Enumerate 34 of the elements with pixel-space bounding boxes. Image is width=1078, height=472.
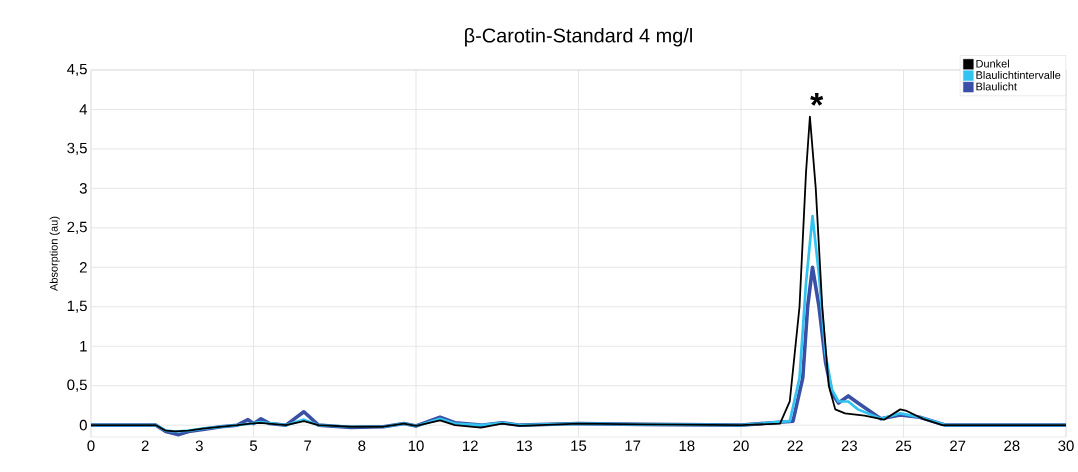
y-tick-label: 0	[79, 419, 87, 431]
x-tick-label: 5	[249, 440, 258, 451]
x-tick-label: 22	[787, 440, 803, 451]
x-tick-label: 25	[895, 440, 912, 452]
y-tick-label: 2	[79, 262, 87, 273]
legend-label: Blaulicht	[976, 82, 1017, 91]
y-axis-title: Absorption (au)	[49, 216, 60, 291]
y-tick-label: 0,5	[67, 379, 87, 392]
y-tick-label: 1	[80, 341, 87, 352]
x-tick-label: 13	[517, 440, 532, 452]
x-tick-label: 28	[1004, 440, 1020, 452]
x-tick-label: 8	[358, 440, 366, 452]
y-tick-label: 4,5	[67, 63, 87, 77]
y-tick-label: 4	[79, 104, 88, 115]
x-tick-label: 30	[1058, 440, 1074, 452]
y-tick-label: 3	[79, 183, 87, 194]
x-tick-label: 27	[950, 440, 966, 451]
x-tick-label: 10	[408, 440, 424, 452]
x-tick-label: 15	[571, 440, 587, 451]
y-tick-label: 3,5	[67, 142, 87, 156]
annotation: *	[810, 93, 824, 106]
legend-label: Dunkel	[976, 59, 1009, 68]
x-tick-label: 2	[141, 440, 149, 451]
x-tick-label: 3	[195, 440, 203, 452]
y-tick-label: 2,5	[67, 221, 87, 235]
x-tick-label: 23	[841, 440, 857, 452]
x-tick-label: 17	[625, 440, 641, 451]
x-tick-label: 18	[679, 440, 695, 452]
y-tick-label: 1,5	[67, 300, 87, 313]
x-tick-label: 12	[463, 440, 478, 451]
chart-title: β-Carotin-Standard 4 mg/l	[465, 27, 692, 47]
legend-label: Blaulichtintervalle	[976, 70, 1061, 79]
x-tick-label: 20	[733, 440, 749, 452]
x-tick-label: 7	[304, 440, 312, 451]
